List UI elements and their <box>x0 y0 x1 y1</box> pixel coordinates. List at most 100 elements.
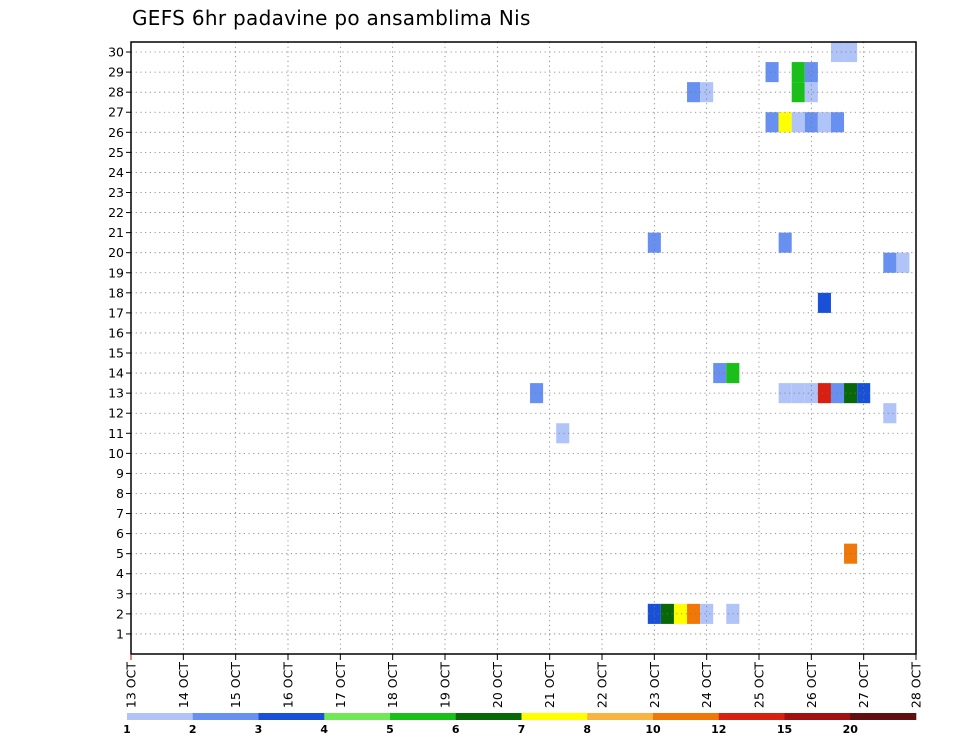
y-tick-label: 14 <box>108 366 124 381</box>
y-tick-label: 30 <box>108 45 124 60</box>
legend-label: 15 <box>777 723 792 736</box>
heatmap-cell <box>830 383 845 404</box>
heatmap-cell <box>765 62 779 83</box>
x-tick-label: 19 OCT <box>438 662 453 708</box>
legend-label: 8 <box>583 723 591 736</box>
x-tick-label: 24 OCT <box>699 662 714 708</box>
y-tick-label: 10 <box>108 446 124 461</box>
legend-swatch <box>521 713 588 720</box>
y-tick-label: 6 <box>116 526 124 541</box>
x-tick-label: 22 OCT <box>595 662 610 708</box>
x-tick-label: 13 OCT <box>124 662 139 708</box>
x-tick-label: 28 OCT <box>909 662 924 708</box>
heatmap-cell <box>830 42 845 63</box>
x-tick-label: 23 OCT <box>647 662 662 708</box>
heatmap-cell <box>804 383 818 404</box>
y-tick-label: 22 <box>108 205 124 220</box>
y-tick-label: 11 <box>108 426 124 441</box>
heatmap-cell <box>713 363 727 384</box>
legend-label: 6 <box>452 723 460 736</box>
heatmap-cell <box>687 603 701 624</box>
legend-swatch <box>390 713 457 720</box>
heatmap-cell <box>791 112 805 133</box>
legend-swatch <box>258 713 325 720</box>
legend-label: 12 <box>711 723 726 736</box>
heatmap-cell <box>530 383 544 404</box>
x-tick-label: 27 OCT <box>856 662 871 708</box>
legend-swatch <box>653 713 720 720</box>
heatmap-cell <box>791 62 805 83</box>
legend-label: 10 <box>645 723 661 736</box>
legend-label: 4 <box>320 723 328 736</box>
x-tick-label: 18 OCT <box>385 662 400 708</box>
y-tick-label: 13 <box>108 386 124 401</box>
y-tick-label: 18 <box>108 285 124 300</box>
x-tick-label: 20 OCT <box>490 662 505 708</box>
x-tick-label: 17 OCT <box>333 662 348 708</box>
legend-label: 1 <box>123 723 131 736</box>
heatmap-cell <box>647 232 661 253</box>
heatmap-cell <box>857 383 871 404</box>
x-tick-label: 21 OCT <box>542 662 557 708</box>
y-tick-label: 9 <box>116 466 124 481</box>
x-tick-label: 26 OCT <box>804 662 819 708</box>
x-tick-label: 15 OCT <box>228 662 243 708</box>
y-tick-label: 15 <box>108 346 124 361</box>
y-tick-label: 8 <box>116 486 124 501</box>
legend-label: 20 <box>843 723 859 736</box>
heatmap-cell <box>883 403 897 424</box>
y-tick-label: 2 <box>116 606 124 621</box>
heatmap-cell <box>830 112 845 133</box>
heatmap-cell <box>700 603 714 624</box>
y-tick-label: 16 <box>108 325 124 340</box>
legend-swatch <box>324 713 391 720</box>
chart-title: GEFS 6hr padavine po ansamblima Nis <box>132 6 531 30</box>
heatmap-cell <box>896 252 910 273</box>
x-tick-label: 25 OCT <box>752 662 767 708</box>
legend-label: 5 <box>386 723 394 736</box>
y-tick-label: 5 <box>116 546 124 561</box>
y-tick-label: 4 <box>116 566 124 581</box>
y-tick-label: 17 <box>108 305 124 320</box>
y-tick-label: 23 <box>108 185 124 200</box>
legend-swatch <box>127 713 194 720</box>
y-tick-label: 1 <box>116 626 124 641</box>
heatmap-cell <box>765 112 779 133</box>
y-tick-label: 12 <box>108 406 124 421</box>
y-tick-label: 21 <box>108 225 124 240</box>
x-tick-label: 14 OCT <box>176 662 191 708</box>
x-tick-label: 16 OCT <box>281 662 296 708</box>
heatmap-cell <box>804 62 818 83</box>
heatmap-cell <box>817 112 831 133</box>
heatmap-cell <box>556 423 570 444</box>
legend-swatch <box>850 713 917 720</box>
y-tick-label: 24 <box>108 165 124 180</box>
heatmap-cell <box>647 603 661 624</box>
legend-label: 7 <box>518 723 526 736</box>
y-tick-label: 29 <box>108 65 124 80</box>
y-tick-label: 26 <box>108 125 124 140</box>
legend-label: 2 <box>189 723 197 736</box>
legend-swatch <box>455 713 522 720</box>
y-tick-label: 19 <box>108 265 124 280</box>
heatmap-cell <box>817 292 831 313</box>
plot-frame <box>130 41 917 655</box>
heatmap-cell <box>791 383 805 404</box>
legend-swatch <box>784 713 851 720</box>
heatmap-cell <box>791 82 805 103</box>
y-tick-label: 25 <box>108 145 124 160</box>
legend-label: 3 <box>255 723 263 736</box>
heatmap-cell <box>687 82 701 103</box>
heatmap-cell <box>700 82 714 103</box>
legend-swatch <box>718 713 785 720</box>
heatmap-cell <box>778 112 792 133</box>
heatmap-cell <box>883 252 897 273</box>
y-tick-label: 28 <box>108 85 124 100</box>
legend-swatch <box>192 713 259 720</box>
heatmap-cell <box>673 603 688 624</box>
legend-swatch <box>587 713 654 720</box>
y-tick-label: 3 <box>116 586 124 601</box>
heatmap-cell <box>817 383 831 404</box>
